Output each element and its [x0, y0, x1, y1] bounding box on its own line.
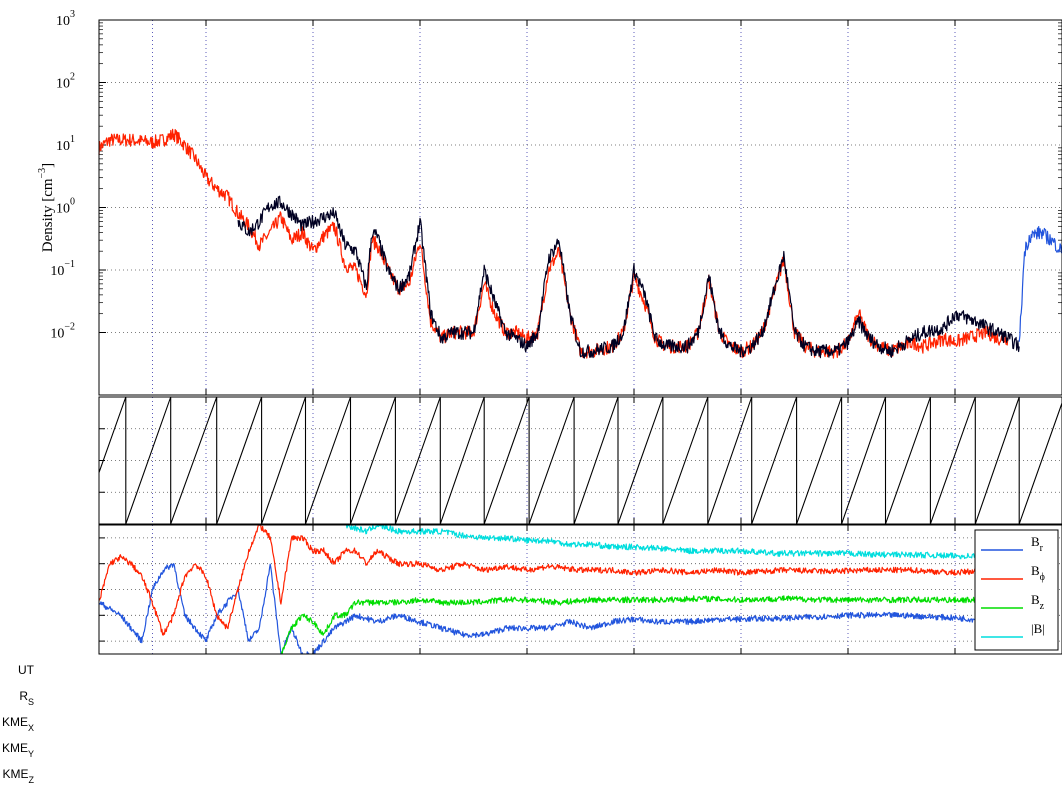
density-tick-label-4: 102: [56, 72, 75, 92]
density-panel: 10−2 10−1 100 101 102 103 Density [cm−3]: [37, 9, 1062, 396]
density-series-0: [98, 128, 1009, 359]
density-axes-box: [98, 19, 1062, 396]
orbit-table: UT RS KMEX KMEY KMEZ: [2, 663, 35, 785]
bfield-series-2: [280, 595, 1020, 654]
bfield-lines: [99, 525, 1020, 654]
density-tick-label-1: 10−1: [50, 259, 75, 279]
legend-label-2: Bz: [1031, 592, 1045, 612]
density-series-1: [237, 195, 1020, 359]
density-series-2: [1018, 226, 1062, 342]
skr-sawtooth-line: [98, 396, 1062, 525]
legend-label-1: Bϕ: [1031, 563, 1045, 583]
bfield-series-3: [345, 525, 1020, 560]
skr-longitude-panel: [98, 396, 1062, 525]
bfield-legend-box: [974, 529, 1059, 651]
table-row-label-4: KMEZ: [2, 767, 34, 785]
density-tick-label-0: 10−2: [50, 322, 75, 342]
table-row-label-3: KMEY: [2, 741, 34, 759]
bfield-axes-box: [98, 524, 1062, 655]
magnetic-field-panel: Br Bϕ Bz |B|: [98, 524, 1062, 655]
bfield-series-1: [99, 525, 1020, 636]
legend-label-0: Br: [1031, 534, 1044, 554]
table-row-label-1: RS: [19, 689, 34, 707]
table-row-label-2: KMEX: [2, 715, 34, 733]
density-tick-label-2: 100: [56, 197, 75, 217]
legend-label-3: |B|: [1031, 621, 1045, 636]
bfield-series-0: [99, 563, 1020, 654]
density-tick-label-3: 101: [56, 134, 75, 154]
density-tick-label-5: 103: [56, 9, 75, 29]
table-row-label-0: UT: [18, 663, 35, 677]
skr-axes-box: [98, 396, 1062, 525]
density-ylabel: Density [cm−3]: [37, 163, 56, 252]
